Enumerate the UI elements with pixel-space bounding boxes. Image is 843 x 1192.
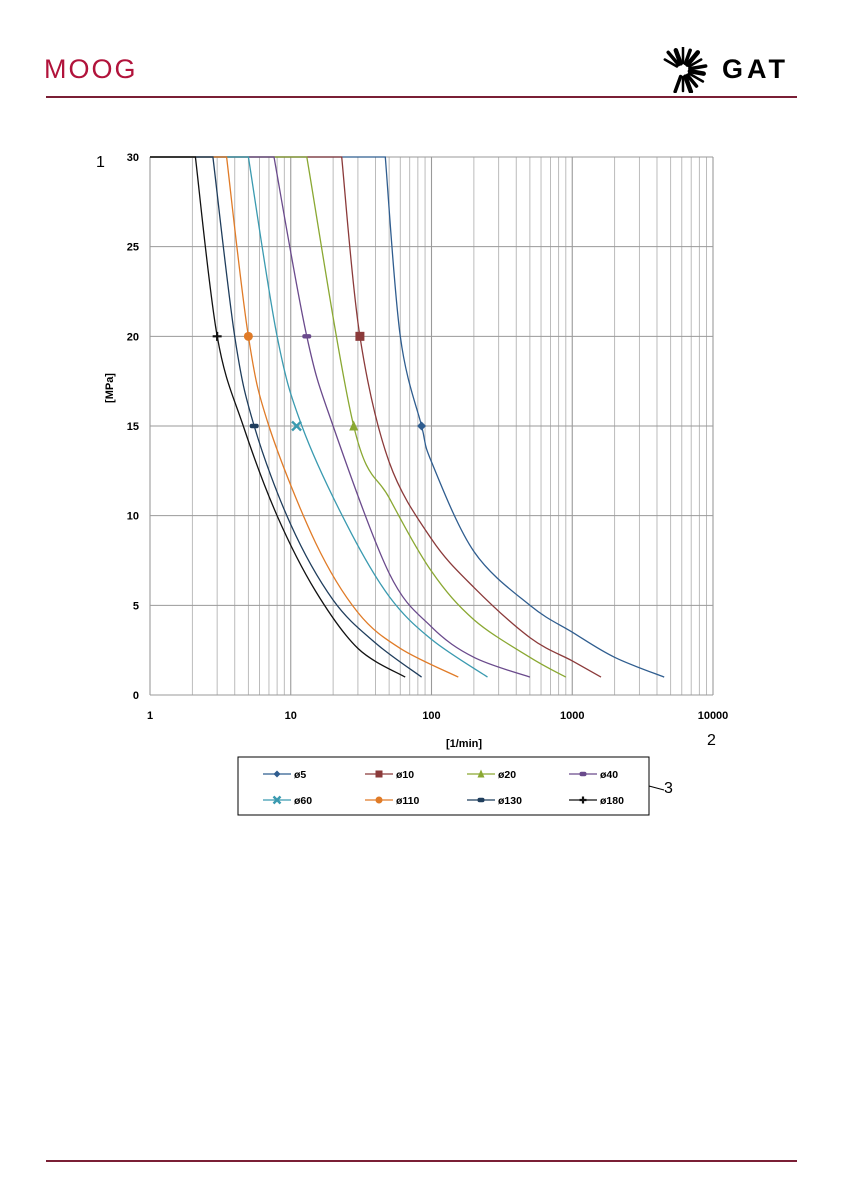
data-point-marker xyxy=(375,796,383,804)
chart-ticks: 1 10 100 1000 10000 0 5 10 15 20 25 30 xyxy=(127,152,729,722)
series-3 xyxy=(150,156,567,678)
gat-burst-icon xyxy=(663,47,708,93)
y-tick-label: 10 xyxy=(127,511,139,523)
data-point-marker xyxy=(579,796,587,804)
series-line xyxy=(150,156,406,678)
series-7 xyxy=(150,156,422,678)
series-line xyxy=(150,156,488,678)
legend-item: ø60 xyxy=(263,795,312,807)
legend-item: ø20 xyxy=(467,769,516,781)
legend-item: ø40 xyxy=(569,769,618,781)
legend-item: ø110 xyxy=(365,795,420,807)
moog-logo: MOOG xyxy=(44,54,138,84)
legend-label: ø20 xyxy=(498,769,516,781)
data-point-marker xyxy=(349,420,359,431)
series-5 xyxy=(150,156,488,678)
data-point-marker xyxy=(477,769,485,778)
chart-grid xyxy=(149,156,714,696)
callout-2: 2 xyxy=(707,732,716,749)
series-line xyxy=(150,156,602,678)
y-tick-label: 20 xyxy=(127,331,139,343)
legend-box xyxy=(237,756,650,816)
series-line xyxy=(150,156,567,678)
legend-label: ø5 xyxy=(294,769,306,781)
gat-logo: GAT xyxy=(722,54,789,84)
series-4 xyxy=(150,156,531,678)
data-point-marker xyxy=(375,770,383,778)
x-axis-label: [1/min] xyxy=(446,738,482,750)
series-8 xyxy=(150,156,406,678)
data-point-marker xyxy=(273,770,281,778)
x-tick-label: 10000 xyxy=(698,710,729,722)
data-point-marker xyxy=(249,423,259,429)
data-point-marker xyxy=(243,331,253,341)
legend-label: ø40 xyxy=(600,769,618,781)
x-tick-label: 10 xyxy=(285,710,297,722)
legend-item: ø10 xyxy=(365,769,414,781)
data-point-marker xyxy=(355,331,365,341)
y-tick-label: 15 xyxy=(127,421,139,433)
x-tick-label: 100 xyxy=(422,710,440,722)
legend-label: ø10 xyxy=(396,769,414,781)
series-1 xyxy=(150,156,665,678)
callout-line-3 xyxy=(648,785,665,791)
series-line xyxy=(150,156,531,678)
legend-label: ø110 xyxy=(396,795,420,807)
data-point-marker xyxy=(291,420,302,432)
series-line xyxy=(150,156,459,678)
legend-label: ø180 xyxy=(600,795,624,807)
callout-1: 1 xyxy=(96,154,105,171)
y-tick-label: 30 xyxy=(127,152,139,164)
legend-item: ø5 xyxy=(263,769,306,781)
legend-item: ø130 xyxy=(467,795,522,807)
chart-series xyxy=(150,156,665,678)
y-axis-label: [MPa] xyxy=(104,373,116,403)
x-tick-label: 1000 xyxy=(560,710,584,722)
y-tick-label: 25 xyxy=(127,242,139,254)
header-rule xyxy=(46,96,797,98)
data-point-marker xyxy=(417,421,427,431)
footer-rule xyxy=(46,1160,797,1162)
series-2 xyxy=(150,156,602,678)
x-tick-label: 1 xyxy=(147,710,153,722)
series-6 xyxy=(150,156,459,678)
legend-label: ø130 xyxy=(498,795,522,807)
legend-label: ø60 xyxy=(294,795,312,807)
series-line xyxy=(150,156,665,678)
series-line xyxy=(150,156,422,678)
legend-item: ø180 xyxy=(569,795,624,807)
y-tick-label: 0 xyxy=(133,690,139,702)
chart-legend: ø5 ø10 ø20 ø40 ø60 ø110 ø130 ø180 xyxy=(237,756,650,816)
data-point-marker xyxy=(579,771,587,777)
data-point-marker xyxy=(272,795,282,805)
callout-3: 3 xyxy=(664,780,673,797)
data-point-marker xyxy=(477,797,485,803)
data-point-marker xyxy=(302,334,312,339)
data-point-marker xyxy=(212,331,222,341)
y-tick-label: 5 xyxy=(133,600,139,612)
